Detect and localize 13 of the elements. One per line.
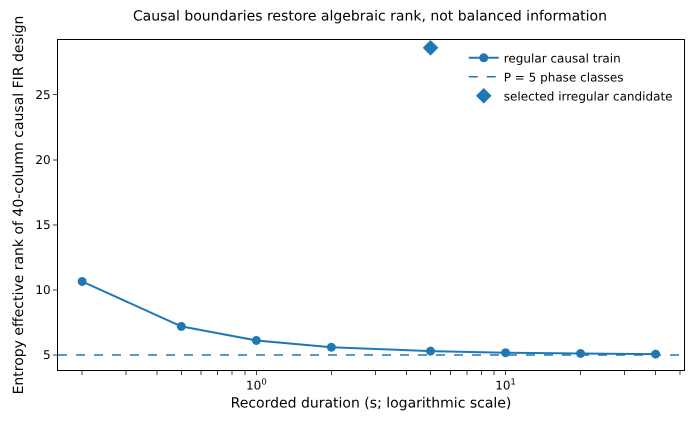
y-tick-label: 25 bbox=[35, 88, 51, 102]
y-axis-title: Entropy effective rank of 40-column causal FIR design bbox=[10, 16, 27, 394]
y-tick-label: 5 bbox=[42, 348, 51, 362]
y-tick-label: 10 bbox=[35, 283, 51, 298]
chart-title: Causal boundaries restore algebraic rank, not balanced information bbox=[132, 8, 607, 24]
y-tick-label: 20 bbox=[35, 152, 51, 167]
legend-label: P = 5 phase classes bbox=[504, 70, 624, 84]
legend-label: regular causal train bbox=[504, 51, 621, 66]
x-tick-label: 10$^{0}$ bbox=[246, 376, 267, 392]
x-tick-label: 10$^{1}$ bbox=[495, 376, 516, 392]
legend-label: selected irregular candidate bbox=[504, 89, 673, 104]
y-tick-label: 15 bbox=[35, 218, 51, 232]
x-axis-title: Recorded duration (s; logarithmic scale) bbox=[230, 396, 512, 412]
